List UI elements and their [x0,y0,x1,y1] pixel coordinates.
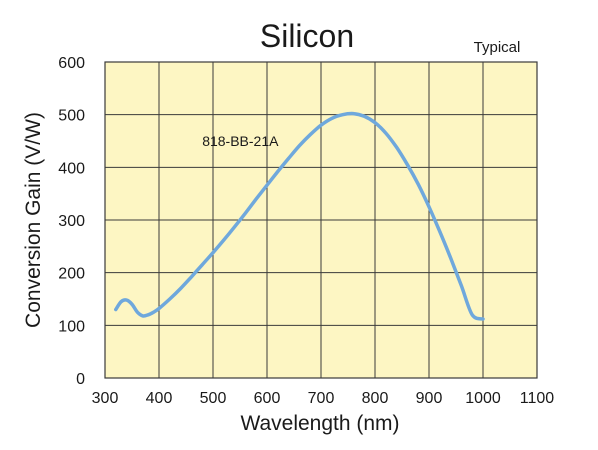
x-tick-label: 900 [416,390,443,407]
series-group: 818-BB-21A [114,111,485,321]
typical-note: Typical [474,39,521,56]
y-tick-label: 300 [58,213,85,230]
series-label-818-bb-21a: 818-BB-21A [202,133,279,149]
x-tick-label: 800 [362,390,389,407]
x-tick-label: 600 [254,390,281,407]
series-line-818-bb-21a [114,111,485,321]
x-tick-label: 400 [146,390,173,407]
y-tick-label: 100 [58,318,85,335]
y-axis-label: Conversion Gain (V/W) [22,112,45,328]
chart-title: Silicon [260,18,354,54]
y-tick-label: 200 [58,266,85,283]
x-axis-label: Wavelength (nm) [240,412,399,435]
y-tick-labels: 0 100 200 300 400 500 600 [58,55,85,388]
x-tick-label: 500 [200,390,227,407]
x-tick-labels: 300 400 500 600 700 800 900 1000 1100 [92,390,555,407]
x-tick-label: 300 [92,390,119,407]
y-tick-label: 600 [58,55,85,72]
y-tick-label: 0 [76,371,85,388]
x-tick-label: 700 [308,390,335,407]
x-tick-label: 1000 [465,390,501,407]
y-tick-label: 500 [58,108,85,125]
plot-border [104,61,538,379]
x-tick-label: 1100 [520,390,555,407]
y-tick-label: 400 [58,160,85,177]
